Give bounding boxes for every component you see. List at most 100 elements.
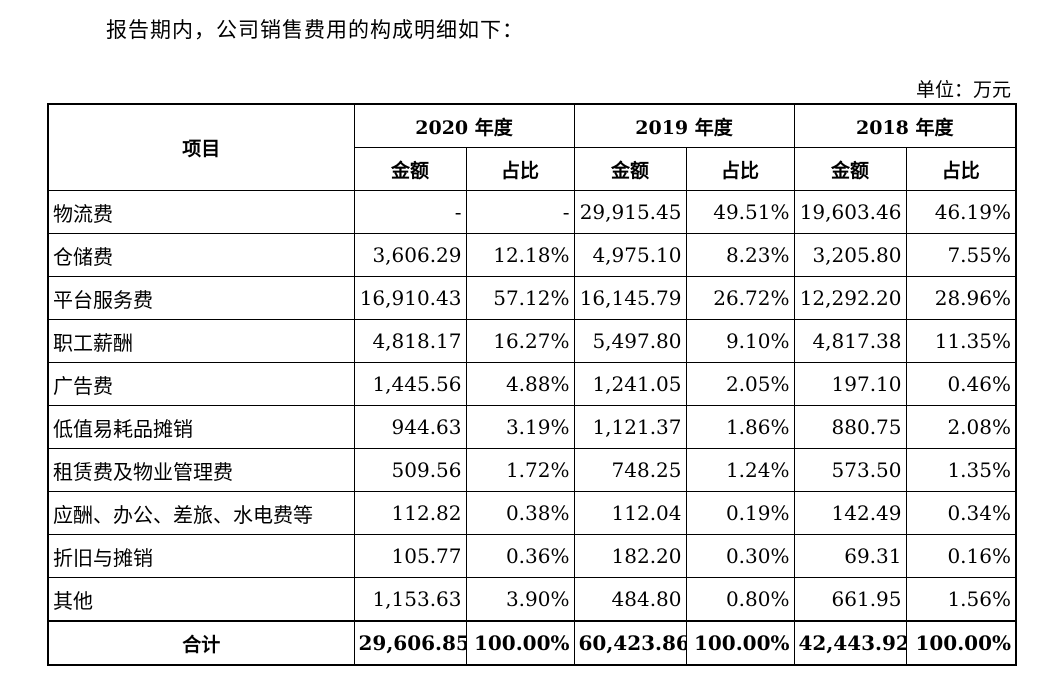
- table-row: 租赁费及物业管理费 509.56 1.72% 748.25 1.24% 573.…: [47, 448, 1017, 492]
- row-name: 广告费: [47, 362, 355, 406]
- row-name: 平台服务费: [47, 276, 355, 320]
- ratio-2019: 0.80%: [685, 577, 795, 622]
- amount-header: 金额: [353, 147, 467, 191]
- amount-2019: 182.20: [573, 534, 687, 578]
- amount-2019: 484.80: [573, 577, 687, 622]
- amount-2020: 105.77: [353, 534, 467, 578]
- ratio-2020: 3.90%: [465, 577, 575, 622]
- header-row-metrics: 金额 占比 金额 占比 金额 占比: [48, 147, 1017, 191]
- ratio-2019: 49.51%: [685, 190, 795, 234]
- row-name: 应酬、办公、差旅、水电费等: [47, 491, 355, 535]
- total-amount-2018: 42,443.92: [793, 620, 907, 666]
- total-ratio-2020: 100.00%: [465, 620, 575, 666]
- amount-2020: 16,910.43: [353, 276, 467, 320]
- item-header: 项目: [47, 103, 355, 191]
- ratio-2018: 46.19%: [905, 190, 1017, 234]
- amount-2018: 573.50: [793, 448, 907, 492]
- amount-header: 金额: [793, 147, 907, 191]
- intro-text: 报告期内，公司销售费用的构成明细如下：: [106, 18, 524, 42]
- ratio-2019: 8.23%: [685, 233, 795, 277]
- row-name: 租赁费及物业管理费: [47, 448, 355, 492]
- amount-2019: 29,915.45: [573, 190, 687, 234]
- year-header-2019: 2019 年度: [573, 103, 795, 148]
- amount-2019: 5,497.80: [573, 319, 687, 363]
- amount-2018: 661.95: [793, 577, 907, 622]
- table-row: 平台服务费 16,910.43 57.12% 16,145.79 26.72% …: [47, 276, 1017, 320]
- amount-2020: 4,818.17: [353, 319, 467, 363]
- year-header-2018: 2018 年度: [793, 103, 1017, 148]
- table-row: 仓储费 3,606.29 12.18% 4,975.10 8.23% 3,205…: [47, 233, 1017, 277]
- ratio-2020: 12.18%: [465, 233, 575, 277]
- amount-2018: 69.31: [793, 534, 907, 578]
- amount-2018: 3,205.80: [793, 233, 907, 277]
- ratio-2018: 2.08%: [905, 405, 1017, 449]
- amount-2018: 197.10: [793, 362, 907, 406]
- total-amount-2020: 29,606.85: [353, 620, 467, 666]
- table-row: 广告费 1,445.56 4.88% 1,241.05 2.05% 197.10…: [47, 362, 1017, 406]
- ratio-2019: 26.72%: [685, 276, 795, 320]
- ratio-2019: 0.19%: [685, 491, 795, 535]
- table-row: 折旧与摊销 105.77 0.36% 182.20 0.30% 69.31 0.…: [47, 534, 1017, 578]
- sales-expense-table: 项目 2020 年度 2019 年度 2018 年度 金额 占比 金额 占比 金…: [47, 103, 1017, 666]
- table-row: 应酬、办公、差旅、水电费等 112.82 0.38% 112.04 0.19% …: [47, 491, 1017, 535]
- total-row: 合计 29,606.85 100.00% 60,423.86 100.00% 4…: [47, 620, 1017, 666]
- ratio-2019: 9.10%: [685, 319, 795, 363]
- amount-2019: 1,241.05: [573, 362, 687, 406]
- row-name: 其他: [47, 577, 355, 622]
- amount-2020: -: [353, 190, 467, 234]
- row-name: 职工薪酬: [47, 319, 355, 363]
- amount-2020: 112.82: [353, 491, 467, 535]
- table-row: 职工薪酬 4,818.17 16.27% 5,497.80 9.10% 4,81…: [47, 319, 1017, 363]
- ratio-2020: 0.38%: [465, 491, 575, 535]
- ratio-2018: 0.46%: [905, 362, 1017, 406]
- ratio-2018: 28.96%: [905, 276, 1017, 320]
- ratio-2018: 7.55%: [905, 233, 1017, 277]
- year-header-2020: 2020 年度: [353, 103, 575, 148]
- amount-2019: 112.04: [573, 491, 687, 535]
- unit-label: 单位：万元: [915, 79, 1011, 101]
- total-ratio-2018: 100.00%: [905, 620, 1017, 666]
- amount-2020: 3,606.29: [353, 233, 467, 277]
- row-name: 仓储费: [47, 233, 355, 277]
- table-row: 物流费 - - 29,915.45 49.51% 19,603.46 46.19…: [47, 190, 1017, 234]
- ratio-2020: -: [465, 190, 575, 234]
- ratio-2018: 1.35%: [905, 448, 1017, 492]
- row-name: 折旧与摊销: [47, 534, 355, 578]
- row-name: 低值易耗品摊销: [47, 405, 355, 449]
- amount-2018: 880.75: [793, 405, 907, 449]
- ratio-2020: 3.19%: [465, 405, 575, 449]
- ratio-2018: 11.35%: [905, 319, 1017, 363]
- ratio-2020: 57.12%: [465, 276, 575, 320]
- ratio-2020: 1.72%: [465, 448, 575, 492]
- ratio-2020: 0.36%: [465, 534, 575, 578]
- ratio-2018: 0.34%: [905, 491, 1017, 535]
- amount-2019: 4,975.10: [573, 233, 687, 277]
- table-row: 低值易耗品摊销 944.63 3.19% 1,121.37 1.86% 880.…: [47, 405, 1017, 449]
- total-ratio-2019: 100.00%: [685, 620, 795, 666]
- ratio-2018: 1.56%: [905, 577, 1017, 622]
- amount-2019: 16,145.79: [573, 276, 687, 320]
- amount-2020: 1,153.63: [353, 577, 467, 622]
- ratio-2019: 1.86%: [685, 405, 795, 449]
- ratio-header: 占比: [465, 147, 575, 191]
- amount-2020: 944.63: [353, 405, 467, 449]
- ratio-2019: 2.05%: [685, 362, 795, 406]
- ratio-2019: 1.24%: [685, 448, 795, 492]
- amount-2019: 1,121.37: [573, 405, 687, 449]
- ratio-2020: 16.27%: [465, 319, 575, 363]
- row-name: 物流费: [47, 190, 355, 234]
- amount-header: 金额: [573, 147, 687, 191]
- ratio-header: 占比: [905, 147, 1017, 191]
- amount-2018: 12,292.20: [793, 276, 907, 320]
- amount-2019: 748.25: [573, 448, 687, 492]
- header-row-years: 项目 2020 年度 2019 年度 2018 年度: [47, 103, 1017, 191]
- ratio-2018: 0.16%: [905, 534, 1017, 578]
- amount-2020: 509.56: [353, 448, 467, 492]
- table-row: 其他 1,153.63 3.90% 484.80 0.80% 661.95 1.…: [47, 577, 1017, 622]
- amount-2018: 142.49: [793, 491, 907, 535]
- amount-2018: 19,603.46: [793, 190, 907, 234]
- ratio-2019: 0.30%: [685, 534, 795, 578]
- ratio-header: 占比: [685, 147, 795, 191]
- total-amount-2019: 60,423.86: [573, 620, 687, 666]
- total-label: 合计: [47, 620, 355, 666]
